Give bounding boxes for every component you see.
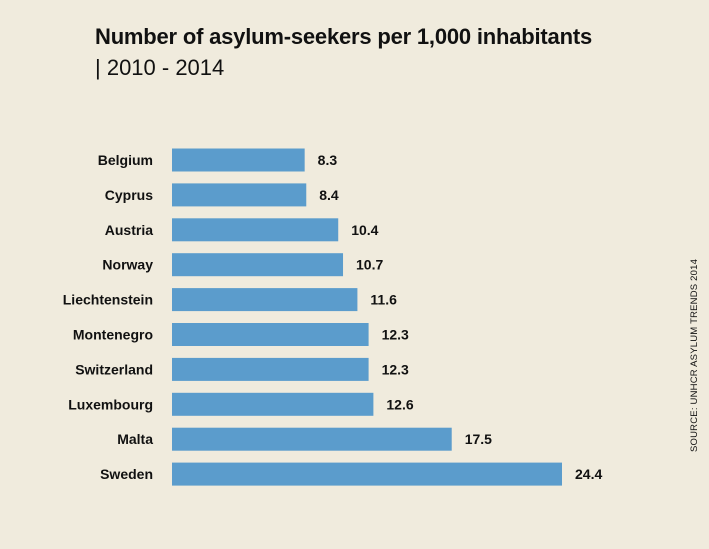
value-label-luxembourg: 12.6 (386, 396, 413, 412)
value-label-norway: 10.7 (356, 257, 383, 273)
value-label-liechtenstein: 11.6 (370, 292, 397, 308)
category-label-austria: Austria (105, 222, 153, 238)
category-label-montenegro: Montenegro (73, 327, 153, 343)
category-label-malta: Malta (117, 431, 153, 447)
category-label-switzerland: Switzerland (75, 361, 153, 377)
bar-montenegro (172, 323, 369, 346)
value-label-malta: 17.5 (465, 431, 492, 447)
value-label-austria: 10.4 (351, 222, 378, 238)
value-label-sweden: 24.4 (575, 466, 602, 482)
category-label-norway: Norway (102, 257, 153, 273)
bar-cyprus (172, 183, 307, 207)
category-label-liechtenstein: Liechtenstein (63, 292, 153, 308)
bar-sweden (172, 462, 562, 486)
category-label-luxembourg: Luxembourg (68, 396, 153, 412)
value-label-switzerland: 12.3 (382, 361, 409, 377)
bar-austria (172, 218, 339, 242)
source-note: SOURCE: UNHCR ASYLUM TRENDS 2014 (689, 258, 700, 452)
category-label-cyprus: Cyprus (105, 187, 153, 203)
bar-switzerland (172, 357, 369, 381)
chart-subtitle: | 2010 - 2014 (95, 55, 225, 80)
bar-norway (172, 253, 344, 277)
bar-luxembourg (172, 392, 374, 416)
value-label-montenegro: 12.3 (382, 327, 409, 343)
bar-malta (172, 427, 452, 451)
bar-belgium (172, 148, 305, 172)
value-label-belgium: 8.3 (318, 152, 338, 168)
value-label-cyprus: 8.4 (319, 187, 339, 203)
category-label-belgium: Belgium (98, 152, 153, 168)
chart-title: Number of asylum-seekers per 1,000 inhab… (95, 24, 592, 49)
bar-liechtenstein (172, 288, 358, 312)
category-label-sweden: Sweden (100, 466, 153, 482)
